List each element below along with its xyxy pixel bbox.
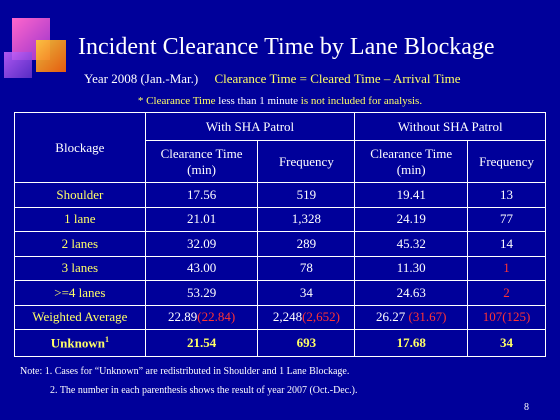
header-cell: Frequency [257, 140, 356, 183]
footnote: 2. The number in each parenthesis shows … [50, 385, 358, 396]
cell: 17.56 [144, 182, 259, 208]
header-cell: Blockage [14, 112, 146, 183]
cell: 1,328 [257, 206, 356, 232]
decor [36, 40, 66, 72]
cell: 14 [467, 231, 546, 257]
definition: Clearance Time = Cleared Time – Arrival … [214, 71, 461, 86]
decor [4, 52, 32, 78]
superscript: 1 [104, 334, 109, 344]
row-label: Weighted Average [14, 304, 146, 330]
cell: 77 [467, 206, 546, 232]
cell: 24.63 [354, 280, 469, 306]
cell: 32.09 [144, 231, 259, 257]
cell: 11.30 [354, 255, 469, 281]
header-cell: Clearance Time (min) [354, 140, 469, 183]
row-label: Shoulder [14, 182, 146, 208]
note-part: is not included for analysis. [300, 95, 423, 107]
row: 1 lane 21.01 1,328 24.19 77 [14, 206, 546, 232]
page-number: 8 [524, 402, 529, 413]
value: 107 [482, 309, 503, 325]
value: 2,248 [272, 309, 303, 325]
cell: 2,248(2,652) [257, 304, 356, 330]
header-cell: Without SHA Patrol [354, 112, 546, 141]
note-part: * Clearance Time [137, 95, 216, 107]
cell: 21.54 [144, 329, 259, 357]
cell: 26.27 (31.67) [354, 304, 469, 330]
prior-value: (125) [502, 309, 531, 325]
row-label: 1 lane [14, 206, 146, 232]
cell: 289 [257, 231, 356, 257]
note: * Clearance Time less than 1 minute is n… [0, 95, 560, 107]
cell: 107(125) [467, 304, 546, 330]
cell: 22.89(22.84) [144, 304, 259, 330]
prior-value: (2,652) [302, 309, 340, 325]
cell: 519 [257, 182, 356, 208]
row-label: 2 lanes [14, 231, 146, 257]
row: 2 lanes 32.09 289 45.32 14 [14, 231, 546, 257]
value: 26.27 [375, 309, 406, 325]
cell: 19.41 [354, 182, 469, 208]
title: Incident Clearance Time by Lane Blockage [78, 34, 495, 60]
header-cell: Clearance Time (min) [144, 140, 259, 183]
cell: 1 [467, 255, 546, 281]
row: >=4 lanes 53.29 34 24.63 2 [14, 280, 546, 306]
cell: 13 [467, 182, 546, 208]
cell: 43.00 [144, 255, 259, 281]
row: Shoulder 17.56 519 19.41 13 [14, 182, 546, 208]
cell: 45.32 [354, 231, 469, 257]
cell: 2 [467, 280, 546, 306]
cell: 34 [257, 280, 356, 306]
label: Unknown [50, 335, 105, 351]
value: 22.89 [167, 309, 198, 325]
cell: 24.19 [354, 206, 469, 232]
footnote: Note: 1. Cases for “Unknown” are redistr… [20, 366, 350, 377]
cell: 53.29 [144, 280, 259, 306]
period: Year 2008 (Jan.-Mar.) [84, 71, 199, 86]
cell: 21.01 [144, 206, 259, 232]
row-label: 3 lanes [14, 255, 146, 281]
row: 3 lanes 43.00 78 11.30 1 [14, 255, 546, 281]
cell: 34 [467, 329, 546, 357]
cell: 693 [257, 329, 356, 357]
prior-value: (31.67) [408, 309, 447, 325]
subtitle: Year 2008 (Jan.-Mar.) Clearance Time = C… [84, 71, 461, 87]
header-cell: With SHA Patrol [144, 112, 356, 141]
cell: 78 [257, 255, 356, 281]
row-label: Unknown1 [14, 329, 146, 357]
table: Blockage With SHA Patrol Without SHA Patro… [14, 112, 546, 357]
row-label: >=4 lanes [14, 280, 146, 306]
header-cell: Frequency [467, 140, 546, 183]
prior-value: (22.84) [197, 309, 236, 325]
cell: 17.68 [354, 329, 469, 357]
note-part: less than 1 minute [218, 95, 299, 107]
